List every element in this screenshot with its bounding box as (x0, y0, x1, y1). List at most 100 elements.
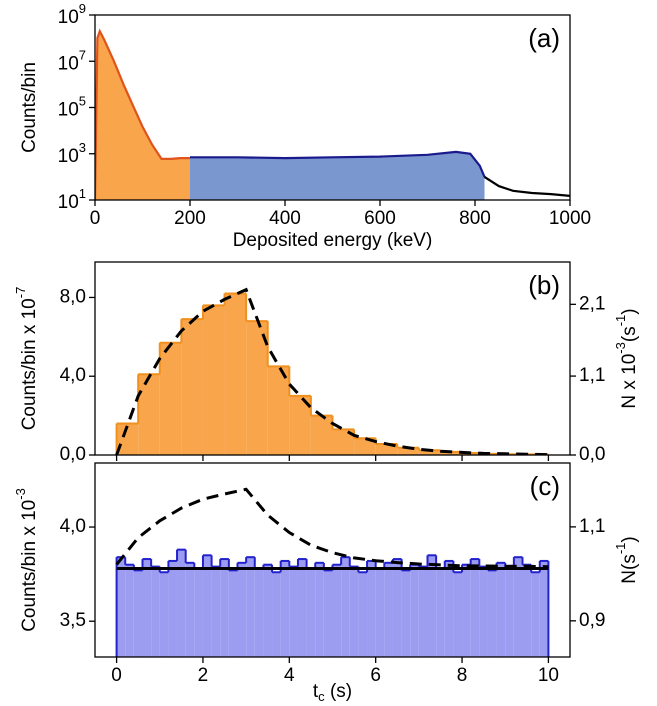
histogram-bar (522, 564, 532, 657)
histogram-bar (151, 566, 160, 657)
x-tick-label: 0 (90, 208, 101, 229)
x-tick-label: 8 (457, 665, 468, 686)
y-tick-label: 8,0 (60, 286, 86, 307)
histogram-bar (341, 557, 350, 657)
panel-label: (c) (530, 471, 560, 501)
x-tick-label: 10 (538, 665, 559, 686)
histogram-bar (367, 560, 376, 657)
x-tick-label: 1000 (549, 208, 591, 229)
histogram-bar (280, 560, 290, 657)
fit-curve (115, 287, 549, 455)
histogram-bar (453, 572, 463, 657)
y2-tick-label: 1,1 (579, 365, 605, 386)
x-tick-label: 4 (284, 665, 295, 686)
histogram-bar (513, 557, 523, 657)
plot-area (115, 487, 550, 657)
histogram-bar (181, 319, 203, 455)
histogram-bar (220, 559, 229, 657)
histogram-bar (125, 564, 134, 657)
histogram-bar (470, 559, 480, 657)
y2-tick-label: 1,1 (579, 516, 605, 537)
histogram-bar (531, 572, 540, 657)
x-tick-label: 600 (364, 208, 396, 229)
histogram-bar (410, 564, 419, 657)
histogram-bar (392, 559, 402, 657)
histogram-bar (116, 423, 139, 455)
histogram-bar (332, 564, 342, 657)
x-tick-label: 2 (198, 665, 209, 686)
x-tick-label: 200 (174, 208, 206, 229)
histogram-bar (440, 451, 463, 455)
histogram-bar (375, 443, 398, 455)
y-tick-label: 101 (58, 186, 86, 213)
series-line (483, 175, 570, 197)
histogram-bar (297, 559, 307, 657)
histogram-bar (138, 374, 160, 455)
histogram-bar (159, 342, 182, 455)
histogram-bar (462, 564, 471, 657)
y2-tick-label: 2,1 (579, 293, 605, 314)
histogram-bar (306, 568, 316, 657)
plot-area (95, 28, 570, 200)
histogram-bar (202, 305, 225, 455)
histogram-bar (418, 566, 428, 657)
plot-frame (94, 462, 571, 658)
y-tick-label: 4,0 (60, 365, 86, 386)
histogram-bar (354, 438, 376, 455)
panel-label: (a) (528, 23, 560, 53)
series-line (190, 150, 486, 178)
histogram-bar (267, 366, 290, 455)
x-axis-label: Deposited energy (keV) (233, 230, 433, 251)
histogram-bar (159, 572, 169, 657)
fit-curve (115, 487, 549, 569)
histogram-bar (202, 555, 212, 657)
y-axis-label: Counts/bin x 10-7 (13, 287, 40, 431)
histogram-bar (358, 572, 368, 657)
histogram-bar (315, 562, 324, 657)
y2-axis-label: N x 10-3(s-1) (613, 308, 640, 408)
x-tick-label: 400 (269, 208, 301, 229)
histogram-bar (211, 566, 221, 657)
histogram-bar (194, 568, 203, 657)
histogram-bar (539, 560, 549, 657)
histogram-bar (272, 572, 281, 657)
histogram-bar (185, 562, 195, 657)
histogram-bar (246, 321, 268, 455)
histogram-bar (289, 395, 311, 455)
histogram-bar (479, 566, 488, 657)
x-tick-label: 6 (370, 665, 381, 686)
panel-label: (b) (528, 270, 560, 300)
y2-tick-label: 0,9 (579, 610, 605, 631)
x-axis-label: tc (s) (313, 681, 352, 704)
histogram-bar (142, 559, 152, 657)
histogram-bar (310, 415, 333, 455)
y-tick-label: 109 (58, 1, 86, 28)
histogram-bar (418, 450, 441, 455)
histogram-bar (436, 568, 445, 657)
x-tick-label: 0 (111, 665, 122, 686)
histogram-bar (177, 549, 186, 657)
histogram-bar (397, 447, 419, 455)
x-tick-label: 800 (459, 208, 491, 229)
y-tick-label: 0,0 (60, 444, 86, 465)
y2-tick-label: 0,0 (579, 444, 605, 465)
histogram-bar (384, 562, 393, 657)
histogram-bar (237, 562, 247, 657)
area-fill (190, 151, 485, 200)
histogram-bar (487, 570, 497, 657)
histogram-bar (496, 562, 506, 657)
histogram-bar (375, 568, 385, 657)
histogram-bar (116, 557, 126, 657)
histogram-bar (168, 560, 178, 657)
y-tick-label: 4,0 (60, 516, 86, 537)
y-tick-label: 3,5 (60, 610, 86, 631)
histogram-bar (228, 570, 238, 657)
y-tick-label: 105 (58, 94, 86, 121)
y2-axis-label: N(s-1) (613, 536, 640, 583)
histogram-bar (444, 560, 454, 657)
y-axis-label: Counts/bin (19, 62, 40, 153)
y-axis-label: Counts/bin x 10-3 (13, 488, 40, 632)
histogram-bar (323, 570, 333, 657)
histogram-bar (263, 564, 273, 657)
histogram-bar (332, 429, 355, 455)
